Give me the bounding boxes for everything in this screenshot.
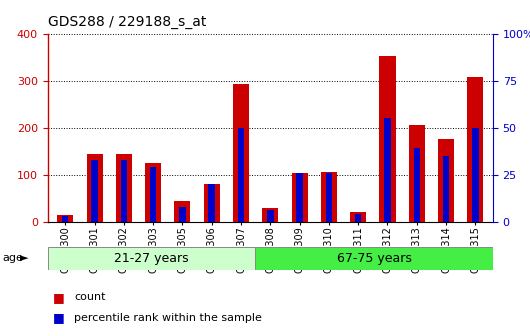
Bar <box>472 128 479 222</box>
Text: percentile rank within the sample: percentile rank within the sample <box>74 312 262 323</box>
Text: ►: ► <box>20 253 29 263</box>
Bar <box>150 167 156 222</box>
Bar <box>292 173 307 222</box>
Bar <box>48 247 255 270</box>
Bar <box>208 184 215 222</box>
Bar <box>116 154 132 222</box>
Bar <box>145 163 161 222</box>
Bar <box>57 215 73 222</box>
Bar <box>350 212 366 222</box>
Bar <box>438 139 454 222</box>
Bar <box>262 208 278 222</box>
Text: age: age <box>3 253 23 263</box>
Text: 67-75 years: 67-75 years <box>337 252 412 265</box>
Bar <box>355 214 361 222</box>
Bar <box>255 247 493 270</box>
Bar <box>443 156 449 222</box>
Bar <box>233 84 249 222</box>
Text: GDS288 / 229188_s_at: GDS288 / 229188_s_at <box>48 14 206 29</box>
Bar <box>86 154 103 222</box>
Bar <box>62 216 68 222</box>
Bar <box>467 77 483 222</box>
Bar <box>238 128 244 222</box>
Bar <box>121 160 127 222</box>
Text: count: count <box>74 292 105 302</box>
Bar <box>91 160 98 222</box>
Text: 21-27 years: 21-27 years <box>114 252 189 265</box>
Bar <box>267 210 273 222</box>
Text: ■: ■ <box>53 291 65 304</box>
Bar <box>296 173 303 222</box>
Bar <box>409 125 425 222</box>
Bar <box>379 56 395 222</box>
Bar <box>321 172 337 222</box>
Bar <box>174 201 190 222</box>
Bar <box>413 149 420 222</box>
Text: ■: ■ <box>53 311 65 324</box>
Bar <box>204 184 220 222</box>
Bar <box>325 173 332 222</box>
Bar <box>384 118 391 222</box>
Bar <box>179 207 186 222</box>
